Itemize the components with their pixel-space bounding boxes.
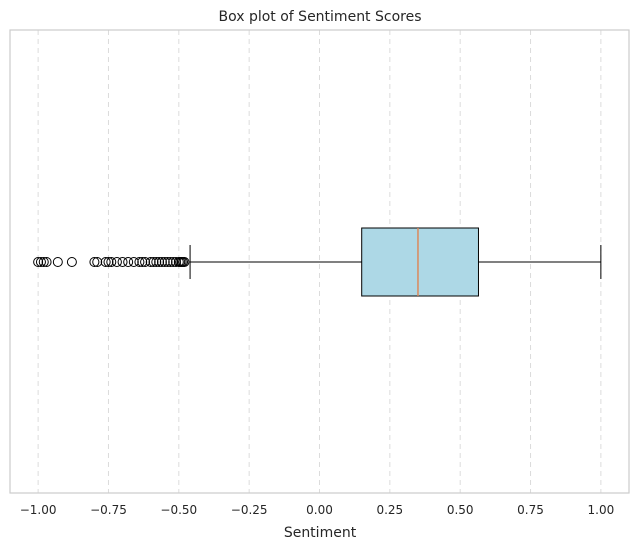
- x-tick-label: 0.00: [306, 503, 333, 517]
- outlier-point: [92, 257, 103, 267]
- x-tick-label: 0.50: [447, 503, 474, 517]
- outlier-point: [52, 257, 63, 267]
- x-axis-label: Sentiment: [284, 525, 357, 541]
- outlier-point: [179, 257, 190, 267]
- x-tick-label: 0.25: [376, 503, 403, 517]
- outlier-point: [168, 257, 179, 267]
- outlier-point: [137, 257, 148, 267]
- outlier-point: [171, 257, 182, 267]
- outlier-point: [89, 257, 100, 267]
- x-tick-label: 0.75: [517, 503, 544, 517]
- outlier-point: [156, 257, 167, 267]
- outlier-point: [145, 257, 156, 267]
- outlier-point: [41, 257, 52, 267]
- outlier-points: [33, 257, 190, 267]
- plot-frame: [9, 29, 630, 494]
- outlier-point: [117, 257, 128, 267]
- outlier-point: [134, 257, 145, 267]
- outlier-point: [123, 257, 134, 267]
- x-axis-ticks: −1.00 −0.75 −0.50 −0.25 0.00 0.25 0.50 0.75 1.00: [20, 503, 614, 517]
- x-tick-label: 1.00: [588, 503, 615, 517]
- outlier-point: [140, 257, 151, 267]
- outlier-point: [148, 257, 159, 267]
- outlier-point: [38, 257, 49, 267]
- outlier-point: [154, 257, 165, 267]
- outlier-point: [66, 257, 77, 267]
- outlier-point: [162, 257, 173, 267]
- outlier-point: [103, 257, 114, 267]
- x-tick-label: −0.25: [231, 503, 268, 517]
- outlier-point: [100, 257, 111, 267]
- x-tick-label: −0.75: [90, 503, 127, 517]
- outlier-point: [128, 257, 139, 267]
- x-tick-label: −1.00: [20, 503, 57, 517]
- outlier-point: [106, 257, 117, 267]
- x-tick-label: −0.50: [160, 503, 197, 517]
- outlier-point: [111, 257, 122, 267]
- box-plot-body: [189, 227, 602, 297]
- outlier-point: [151, 257, 162, 267]
- outlier-point: [159, 257, 170, 267]
- outlier-point: [165, 257, 176, 267]
- interquartile-box: [361, 227, 479, 297]
- outlier-point: [35, 257, 46, 267]
- chart-title: Box plot of Sentiment Scores: [218, 9, 421, 25]
- outlier-point: [33, 257, 44, 267]
